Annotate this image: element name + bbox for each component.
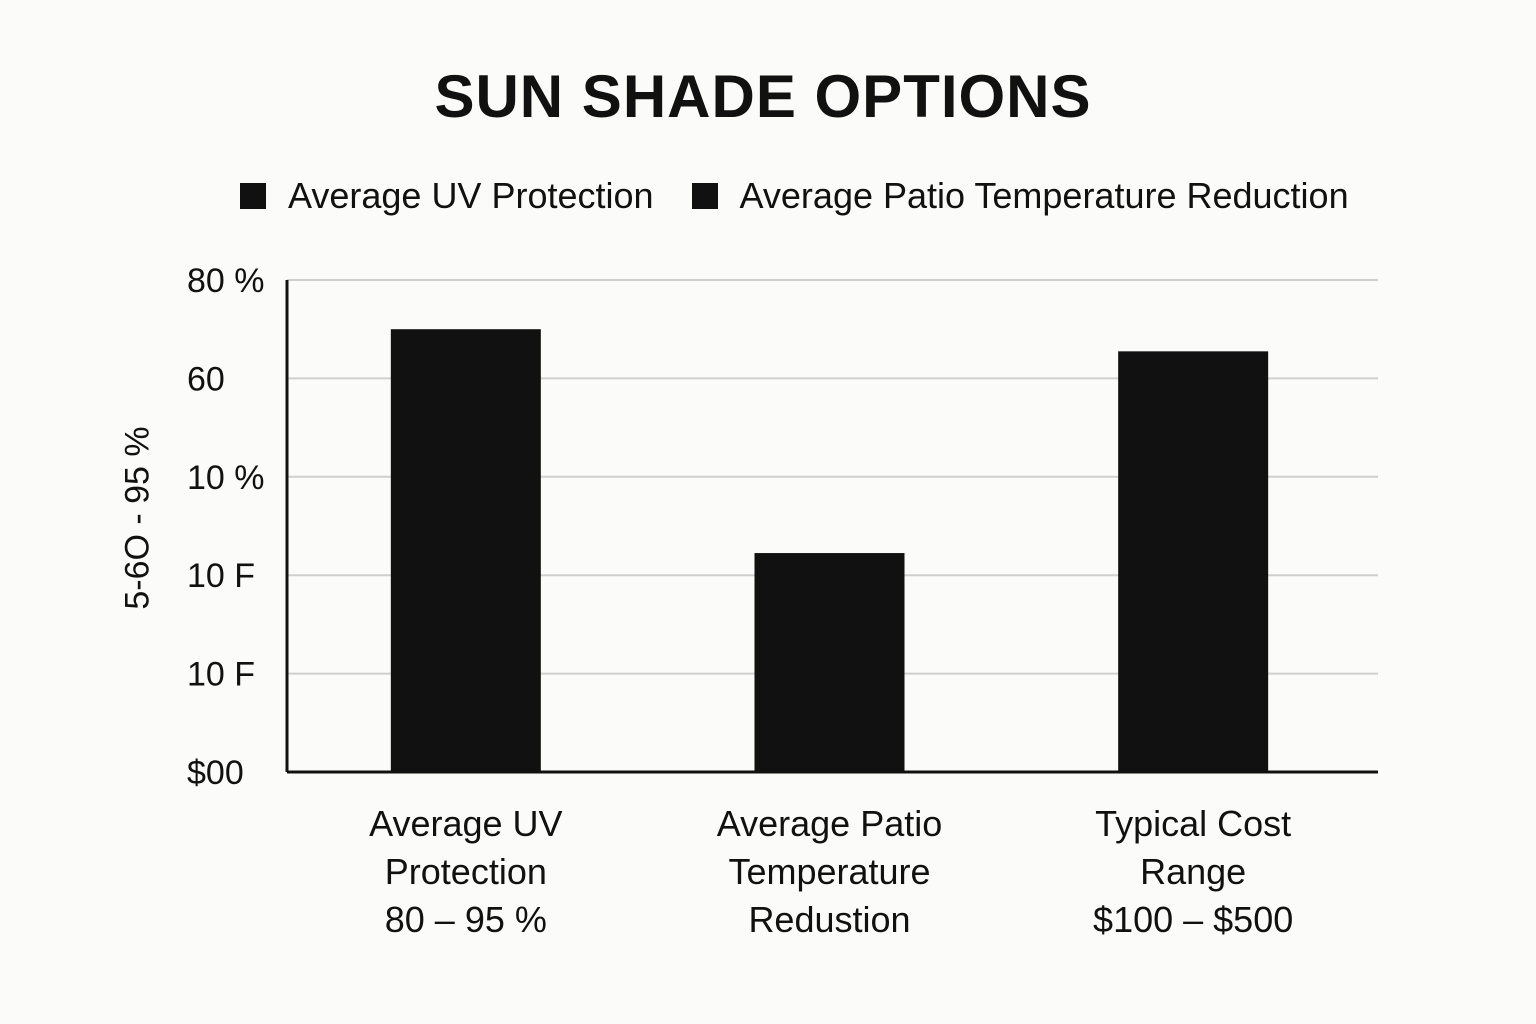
bar-3	[1118, 351, 1269, 772]
x-category-label-line: Average UV	[369, 803, 563, 844]
x-category-label-line: Average Patio	[716, 803, 943, 844]
legend-swatch-temperature	[691, 183, 718, 209]
x-category-label-3: Typical Cost Range $100 – $500	[1033, 800, 1353, 944]
x-category-label-line: Typical Cost	[1095, 803, 1292, 844]
y-tick-label: 10 F	[187, 656, 255, 694]
legend-label-uv: Average UV Protection	[288, 175, 654, 216]
x-category-label-2: Average Patio Temperature Redustion	[670, 800, 990, 944]
x-category-label-line: Temperature	[728, 851, 931, 892]
legend-item-temperature: Average Patio Temperature Reduction	[691, 175, 1349, 217]
y-tick-label: 80 %	[187, 262, 265, 300]
x-category-label-1: Average UV Protection 80 – 95 %	[306, 800, 626, 944]
x-category-label-line: $100 – $500	[1093, 899, 1294, 940]
x-category-label-line: Protection	[384, 851, 547, 892]
legend-item-uv: Average UV Protection	[240, 175, 654, 217]
x-category-label-line: Redustion	[748, 899, 911, 940]
y-tick-label: $00	[187, 754, 244, 792]
chart-title: SUN SHADE OPTIONS	[434, 63, 1092, 130]
y-tick-label: 60	[187, 360, 225, 398]
legend: Average UV Protection Average Patio Temp…	[240, 172, 1387, 220]
legend-label-temperature: Average Patio Temperature Reduction	[739, 175, 1349, 216]
bar-2	[754, 553, 905, 772]
y-tick-label: 10 %	[187, 459, 265, 497]
bar-1	[390, 329, 541, 772]
x-category-label-line: Range	[1140, 851, 1247, 892]
legend-swatch-uv	[240, 183, 266, 209]
x-category-label-line: 80 – 95 %	[384, 899, 547, 940]
y-tick-label: 10 F	[187, 557, 255, 595]
